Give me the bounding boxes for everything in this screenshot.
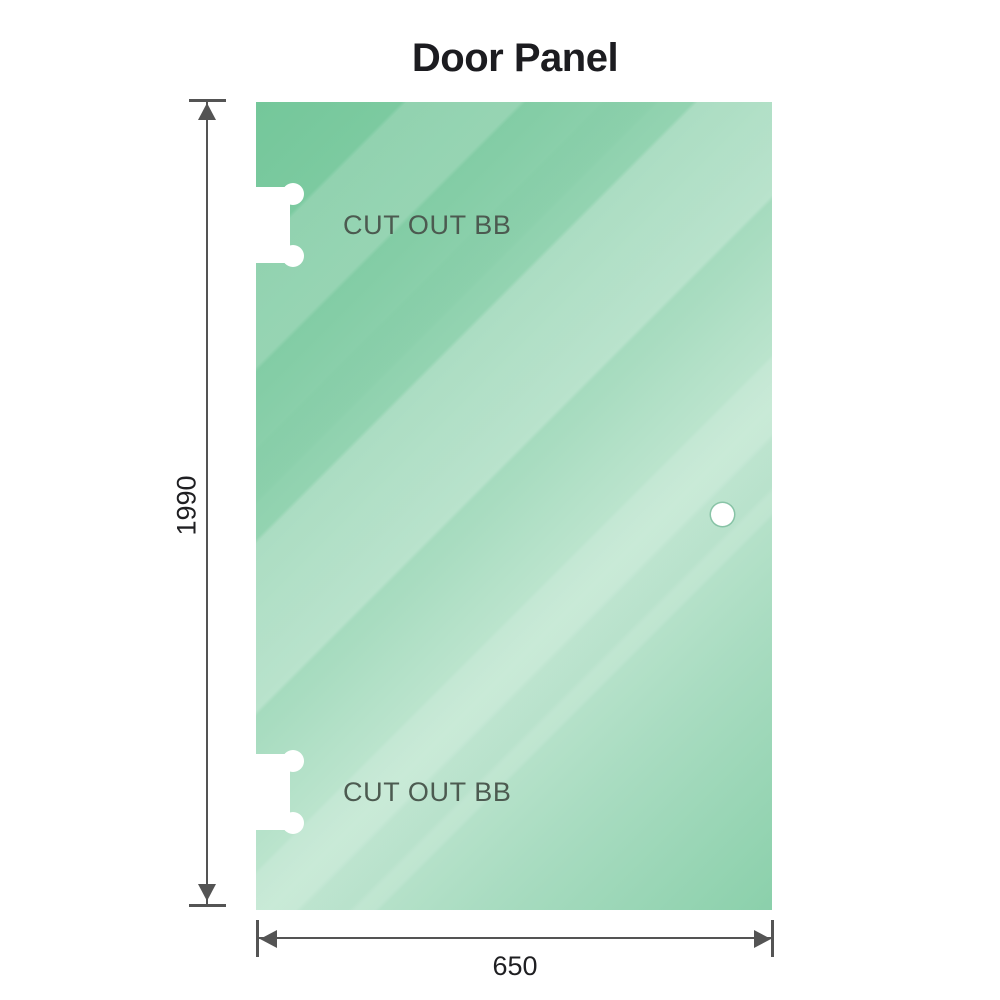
dimension-arrow-down-icon [198,884,216,901]
cut-out-lobe-bottom [282,245,304,267]
dimension-tick-left [256,920,259,957]
dimension-tick-right [771,920,774,957]
cut-out-bottom-label: CUT OUT BB [343,777,512,807]
cut-out-lobe-top [282,183,304,205]
dimension-line-width [258,937,772,939]
dimension-tick-top [189,99,226,102]
dimension-arrow-up-icon [198,103,216,120]
glass-surface [256,102,772,910]
dimension-arrow-left-icon [260,930,277,948]
dimension-arrow-right-icon [754,930,771,948]
cut-out-lobe-bottom [282,812,304,834]
cut-out-top [254,183,304,267]
dimension-tick-bottom [189,904,226,907]
cut-out-lobe-top [282,750,304,772]
dimension-label-height: 1990 [171,475,202,536]
dimension-label-width: 650 [492,951,538,981]
dimension-line-height [206,101,208,905]
handle-hole [711,503,734,526]
page-title: Door Panel [411,36,619,80]
door-panel: CUT OUT BB CUT OUT BB [254,102,772,910]
cut-out-bottom [254,750,304,834]
cut-out-top-label: CUT OUT BB [343,210,512,240]
